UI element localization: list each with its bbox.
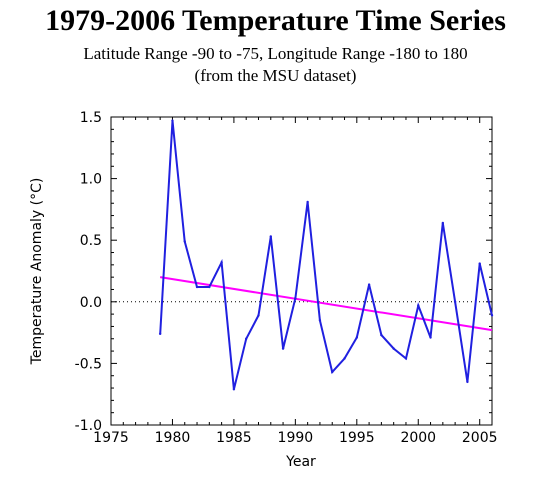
chart-subtitle-line-2: (from the MSU dataset) — [194, 66, 357, 85]
y-tick-label: -0.5 — [75, 356, 102, 372]
x-tick-label: 1995 — [339, 430, 375, 446]
y-tick-label: 1.5 — [80, 110, 102, 126]
data-point — [220, 261, 223, 264]
x-axis: 1975 1980 1985 1990 1995 2000 2005 — [93, 117, 498, 446]
x-tick-label: 1975 — [93, 430, 129, 446]
data-point — [281, 347, 285, 350]
x-tick-label: 2000 — [400, 430, 436, 446]
x-tick-label: 2005 — [462, 430, 498, 446]
data-point — [232, 388, 236, 391]
x-tick-label: 1980 — [155, 430, 191, 446]
y-tick-label: 0.5 — [80, 233, 102, 249]
data-point — [429, 336, 432, 339]
data-point — [380, 333, 383, 337]
anomaly-points — [158, 119, 494, 391]
data-point — [490, 314, 494, 317]
data-point — [195, 285, 199, 289]
data-point — [171, 119, 174, 122]
data-point — [183, 240, 186, 243]
data-point — [404, 357, 408, 360]
data-point — [331, 370, 334, 374]
data-point — [343, 357, 346, 360]
data-point — [417, 304, 420, 307]
y-tick-label: -1.0 — [75, 418, 102, 434]
data-point — [269, 235, 272, 238]
trend-line — [160, 276, 493, 332]
data-point — [441, 221, 445, 225]
y-tick-label: 0.0 — [80, 295, 102, 311]
data-point — [478, 262, 481, 265]
y-tick-label: 1.0 — [80, 172, 102, 188]
x-tick-label: 1990 — [278, 430, 314, 446]
plot-frame — [110, 116, 493, 426]
data-point — [392, 347, 395, 350]
data-point — [355, 336, 359, 339]
y-axis: 1.5 1.0 0.5 0.0 -0.5 -1.0 — [75, 110, 492, 434]
data-point — [318, 319, 322, 322]
data-point — [257, 314, 260, 317]
data-point — [306, 200, 309, 204]
data-point — [158, 332, 162, 336]
chart-title: 1979-2006 Temperature Time Series — [45, 4, 506, 37]
data-point — [367, 283, 371, 286]
data-point — [466, 380, 469, 384]
anomaly-series-line — [159, 120, 493, 390]
x-axis-label: Year — [285, 454, 316, 470]
data-point — [453, 300, 457, 303]
data-point — [208, 285, 211, 289]
data-point — [294, 296, 297, 300]
x-tick-label: 1985 — [216, 430, 252, 446]
chart-subtitle-line-1: Latitude Range -90 to -75, Longitude Ran… — [83, 44, 468, 63]
data-point — [244, 337, 248, 340]
y-axis-label: Temperature Anomaly (°C) — [29, 178, 45, 366]
